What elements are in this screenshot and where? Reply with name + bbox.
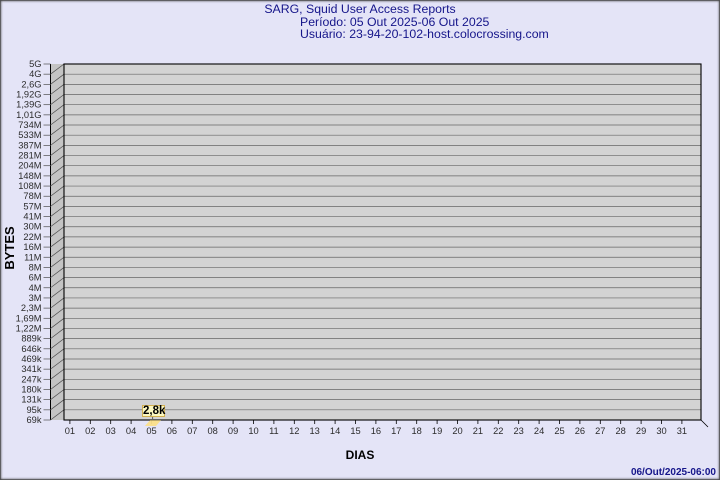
svg-text:734M: 734M <box>18 120 41 130</box>
svg-text:08: 08 <box>208 426 218 436</box>
svg-text:05: 05 <box>146 426 156 436</box>
svg-text:180k: 180k <box>21 384 42 394</box>
svg-text:1,22M: 1,22M <box>16 323 42 333</box>
svg-text:1,01G: 1,01G <box>16 110 41 120</box>
svg-text:95k: 95k <box>27 405 42 415</box>
svg-text:57M: 57M <box>23 201 41 211</box>
svg-text:131k: 131k <box>21 395 42 405</box>
svg-text:22: 22 <box>493 426 503 436</box>
svg-text:387M: 387M <box>18 140 41 150</box>
svg-text:22M: 22M <box>23 232 41 242</box>
svg-text:2,6G: 2,6G <box>21 79 41 89</box>
svg-text:1,39G: 1,39G <box>16 100 41 110</box>
svg-text:4G: 4G <box>29 69 41 79</box>
svg-text:10: 10 <box>248 426 258 436</box>
svg-text:8M: 8M <box>29 262 42 272</box>
svg-text:23: 23 <box>514 426 524 436</box>
svg-text:25: 25 <box>554 426 564 436</box>
svg-text:1,69M: 1,69M <box>16 313 42 323</box>
svg-text:04: 04 <box>126 426 136 436</box>
svg-text:15: 15 <box>350 426 360 436</box>
svg-text:148M: 148M <box>18 171 41 181</box>
svg-text:31: 31 <box>677 426 687 436</box>
svg-text:281M: 281M <box>18 151 41 161</box>
svg-text:469k: 469k <box>21 354 42 364</box>
svg-text:07: 07 <box>187 426 197 436</box>
svg-text:18: 18 <box>412 426 422 436</box>
svg-text:533M: 533M <box>18 130 41 140</box>
svg-text:09: 09 <box>228 426 238 436</box>
svg-text:21: 21 <box>473 426 483 436</box>
svg-text:3M: 3M <box>29 293 42 303</box>
svg-text:69k: 69k <box>27 415 42 425</box>
svg-text:889k: 889k <box>21 334 42 344</box>
svg-text:5G: 5G <box>29 59 41 69</box>
svg-text:20: 20 <box>452 426 462 436</box>
svg-text:11: 11 <box>269 426 279 436</box>
svg-text:341k: 341k <box>21 364 42 374</box>
svg-text:16: 16 <box>371 426 381 436</box>
svg-text:19: 19 <box>432 426 442 436</box>
svg-text:30M: 30M <box>23 222 41 232</box>
svg-text:12: 12 <box>289 426 299 436</box>
svg-text:1,92G: 1,92G <box>16 90 41 100</box>
svg-text:06: 06 <box>167 426 177 436</box>
svg-text:247k: 247k <box>21 374 42 384</box>
svg-text:17: 17 <box>391 426 401 436</box>
svg-text:24: 24 <box>534 426 544 436</box>
svg-text:28: 28 <box>616 426 626 436</box>
svg-text:6M: 6M <box>29 273 42 283</box>
svg-text:16M: 16M <box>23 242 41 252</box>
svg-text:2,3M: 2,3M <box>21 303 42 313</box>
svg-text:108M: 108M <box>18 181 41 191</box>
svg-text:78M: 78M <box>23 191 41 201</box>
svg-text:14: 14 <box>330 426 340 436</box>
svg-text:41M: 41M <box>23 212 41 222</box>
svg-text:4M: 4M <box>29 283 42 293</box>
svg-text:02: 02 <box>85 426 95 436</box>
svg-text:03: 03 <box>106 426 116 436</box>
svg-text:29: 29 <box>636 426 646 436</box>
svg-text:204M: 204M <box>18 161 41 171</box>
svg-text:26: 26 <box>575 426 585 436</box>
svg-text:11M: 11M <box>24 252 41 262</box>
svg-text:13: 13 <box>310 426 320 436</box>
svg-text:646k: 646k <box>21 344 42 354</box>
svg-text:01: 01 <box>65 426 75 436</box>
svg-text:30: 30 <box>656 426 666 436</box>
svg-text:27: 27 <box>595 426 605 436</box>
